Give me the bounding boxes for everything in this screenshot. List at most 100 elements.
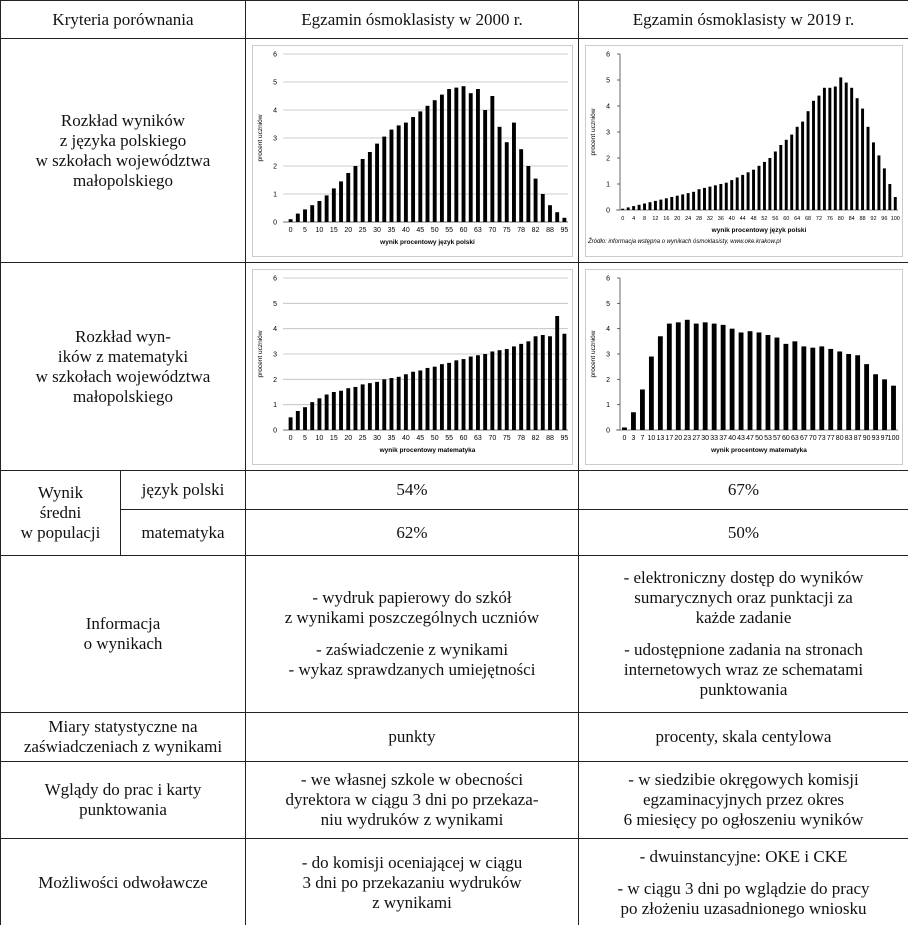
label-text: Wynik (37, 483, 84, 502)
bar (621, 426, 627, 430)
bar (547, 204, 552, 222)
bar (331, 391, 336, 430)
cell-text: - w ciągu 3 dni po wglądzie do pracy (617, 878, 870, 898)
bar (680, 193, 684, 210)
bar (367, 382, 372, 430)
x-tick-label: 16 (663, 216, 669, 222)
bar (288, 416, 293, 430)
bar (658, 199, 662, 210)
text-cell: punkty (245, 712, 579, 762)
x-tick-label: 75 (502, 227, 510, 234)
label-text: Wglądy do prac i karty (44, 780, 202, 799)
label-cell: Miary statystyczne na zaświadczeniach z w… (0, 712, 246, 762)
bar (518, 343, 523, 430)
label-text: Informacja (85, 614, 161, 633)
bar (302, 406, 307, 430)
bar (836, 350, 842, 430)
x-tick-label: 40 (728, 435, 736, 442)
x-tick-label: 100 (890, 216, 899, 222)
y-tick-label: 3 (606, 351, 610, 358)
bar (724, 182, 728, 210)
x-tick-label: 67 (799, 435, 807, 442)
bar (453, 87, 458, 222)
bar (818, 345, 824, 430)
y-axis-title: procent uczniów (257, 330, 264, 377)
cell-text: każde zadanie (695, 608, 792, 627)
bar (637, 204, 641, 210)
bar (774, 337, 779, 430)
x-tick-label: 0 (288, 435, 292, 442)
bar (871, 141, 875, 210)
label-text: w szkołach województwa (35, 366, 211, 386)
bar (446, 362, 451, 430)
cell-text: po złożeniu uzasadnionego wniosku (620, 898, 867, 918)
bar (439, 94, 444, 222)
header-text: Kryteria porównania (52, 9, 194, 29)
bar (533, 178, 538, 222)
y-tick-label: 3 (273, 351, 277, 358)
label-cell: Rozkład wyn-ików z matematyki w szkołach … (0, 262, 246, 471)
chart-cell: 0 1 2 3 4 5 6 0 5 10 15 20 25 30 35 40 45 50 55 60 63 70 75 78 8… (245, 262, 579, 471)
bar (432, 366, 437, 430)
paragraph: - we własnej szkole w obecności dyrektora… (286, 770, 539, 830)
x-tick-label: 15 (329, 435, 337, 442)
source-note: Źródło: informacja wstępna o wynikach ós… (587, 238, 782, 245)
x-tick-label: 4 (632, 216, 635, 222)
x-tick-label: 88 (859, 216, 865, 222)
x-tick-label: 0 (621, 216, 624, 222)
x-tick-label: 90 (862, 435, 870, 442)
bar (295, 213, 300, 222)
x-axis-title: wynik procentowy matematyka (378, 447, 475, 454)
label-text: język polski (141, 480, 225, 499)
label-text: z języka polskiego (59, 130, 187, 150)
bar (360, 158, 365, 222)
bar (540, 193, 545, 222)
x-tick-label: 27 (692, 435, 700, 442)
bar (863, 363, 869, 430)
x-tick-label: 36 (717, 216, 723, 222)
x-axis-title: wynik procentowy język polski (379, 239, 475, 246)
bar (702, 321, 708, 430)
bar (876, 154, 880, 210)
header-cell: Egzamin ósmoklasisty w 2019 r. (578, 0, 908, 39)
x-tick-label: 76 (826, 216, 832, 222)
label-text: ików z matematyki (57, 346, 189, 366)
bar (331, 187, 336, 222)
bar (827, 348, 833, 430)
label-cell: Rozkład wyników z języka polskiego w szkoł… (0, 38, 246, 263)
y-tick-label: 1 (273, 191, 277, 198)
y-tick-label: 6 (273, 275, 277, 282)
bar (489, 95, 494, 222)
x-tick-label: 33 (710, 435, 718, 442)
bar (669, 196, 673, 210)
bar (838, 76, 842, 210)
x-tick-label: 70 (808, 435, 816, 442)
bar (338, 180, 343, 222)
bar (765, 334, 770, 430)
y-tick-label: 5 (273, 300, 277, 307)
paragraph: - do komisji oceniającej w ciągu 3 dni po… (302, 853, 522, 913)
bar (887, 183, 891, 210)
x-tick-label: 95 (560, 227, 568, 234)
x-tick-label: 50 (430, 227, 438, 234)
cell-text: niu wydruków z wynikami (320, 810, 504, 829)
cell-text: egzaminacyjnych przez okres (642, 790, 845, 809)
text-cell: - w siedzibie okręgowych komisji egzamina… (578, 761, 908, 839)
x-tick-label: 60 (783, 216, 789, 222)
cell-text: - udostępnione zadania na stronach (624, 640, 863, 659)
bar (518, 148, 523, 222)
x-tick-label: 7 (640, 435, 644, 442)
label-text: średni (39, 503, 82, 522)
bar (626, 206, 630, 210)
bar (547, 335, 552, 430)
bar (642, 203, 646, 210)
x-tick-label: 52 (761, 216, 767, 222)
cell-text: - we własnej szkole w obecności (300, 770, 524, 789)
bar (453, 359, 458, 430)
x-tick-label: 75 (502, 435, 510, 442)
x-tick-label: 24 (685, 216, 691, 222)
bar (872, 373, 878, 430)
value-text: 50% (727, 522, 760, 542)
bar (697, 188, 701, 210)
label-text: punktowania (79, 800, 167, 819)
